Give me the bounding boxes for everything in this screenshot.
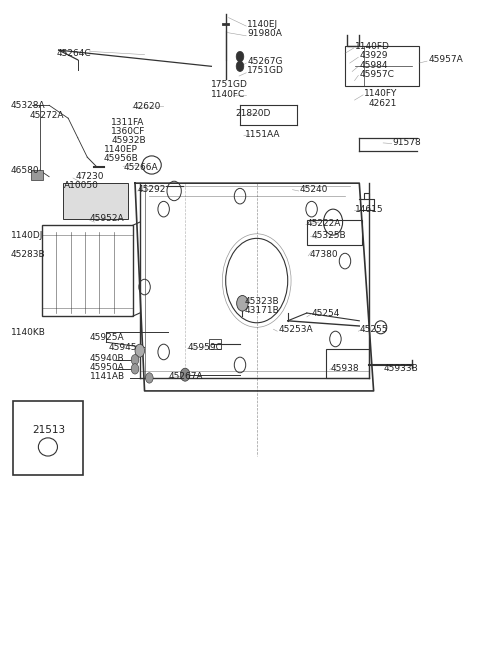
Text: 1140EJ: 1140EJ xyxy=(247,20,278,29)
Text: 45950A: 45950A xyxy=(90,363,124,372)
Text: 45267A: 45267A xyxy=(168,372,203,381)
Text: 1151AA: 1151AA xyxy=(245,130,280,139)
Text: 45956B: 45956B xyxy=(104,154,139,163)
Text: 1751GD: 1751GD xyxy=(247,67,284,76)
Text: 1311FA: 1311FA xyxy=(111,117,144,126)
Text: A10050: A10050 xyxy=(63,181,98,190)
Circle shape xyxy=(135,344,144,357)
Text: 45959C: 45959C xyxy=(188,343,222,352)
Text: 45240: 45240 xyxy=(300,185,328,194)
Bar xyxy=(345,46,419,86)
Bar xyxy=(326,349,369,378)
Circle shape xyxy=(131,355,139,365)
Text: 1751GD: 1751GD xyxy=(211,80,248,89)
Text: 45254: 45254 xyxy=(312,308,340,318)
Text: 1360CF: 1360CF xyxy=(111,126,145,136)
Circle shape xyxy=(236,61,244,72)
Text: 47230: 47230 xyxy=(75,172,104,181)
Text: 45222A: 45222A xyxy=(307,219,341,228)
Bar xyxy=(307,220,362,245)
Text: 45984: 45984 xyxy=(360,61,388,70)
Bar xyxy=(31,170,43,180)
Text: 1140FC: 1140FC xyxy=(211,90,246,98)
Circle shape xyxy=(236,52,244,62)
Text: 45323B: 45323B xyxy=(245,297,279,306)
Text: 47380: 47380 xyxy=(309,250,338,259)
Text: 45283B: 45283B xyxy=(11,250,46,259)
Circle shape xyxy=(131,364,139,374)
Text: 45945: 45945 xyxy=(109,343,137,352)
Text: 45957A: 45957A xyxy=(429,55,463,65)
Text: 1140FY: 1140FY xyxy=(364,89,397,98)
Text: 45264C: 45264C xyxy=(56,49,91,58)
Text: 43929: 43929 xyxy=(360,52,388,61)
Circle shape xyxy=(145,373,153,383)
Text: 45957C: 45957C xyxy=(360,70,394,79)
Text: 1140DJ: 1140DJ xyxy=(11,231,43,239)
Text: 45932B: 45932B xyxy=(111,136,146,145)
Text: 1140FD: 1140FD xyxy=(355,42,389,52)
Circle shape xyxy=(180,368,190,381)
Text: 45328A: 45328A xyxy=(11,101,46,110)
Text: 42620: 42620 xyxy=(132,102,161,111)
Text: 45940B: 45940B xyxy=(90,354,124,363)
Bar xyxy=(63,183,128,219)
Text: 1141AB: 1141AB xyxy=(90,372,125,381)
Text: 45292: 45292 xyxy=(137,185,166,194)
Text: 42621: 42621 xyxy=(369,99,397,108)
Text: 45255: 45255 xyxy=(360,325,388,334)
Text: 43171B: 43171B xyxy=(245,306,279,315)
Text: 45952A: 45952A xyxy=(90,215,124,224)
Text: 91980A: 91980A xyxy=(247,29,282,38)
Text: 21513: 21513 xyxy=(33,425,66,435)
Text: 14615: 14615 xyxy=(355,205,383,214)
Text: 45933B: 45933B xyxy=(383,364,418,373)
Text: 1140KB: 1140KB xyxy=(11,328,46,337)
Text: 45938: 45938 xyxy=(331,364,360,373)
Text: 1140EP: 1140EP xyxy=(104,145,138,154)
Text: 45267G: 45267G xyxy=(247,57,283,66)
Circle shape xyxy=(237,295,248,311)
Text: 21820D: 21820D xyxy=(235,108,271,117)
Text: 46580: 46580 xyxy=(11,166,39,175)
Text: 45925A: 45925A xyxy=(90,333,124,342)
Bar xyxy=(209,339,221,349)
Text: 45266A: 45266A xyxy=(123,163,158,172)
Text: 45325B: 45325B xyxy=(312,231,346,239)
Text: 45272A: 45272A xyxy=(30,110,64,119)
Bar xyxy=(13,401,83,475)
Text: 91578: 91578 xyxy=(393,138,421,147)
Text: 45253A: 45253A xyxy=(278,325,313,334)
